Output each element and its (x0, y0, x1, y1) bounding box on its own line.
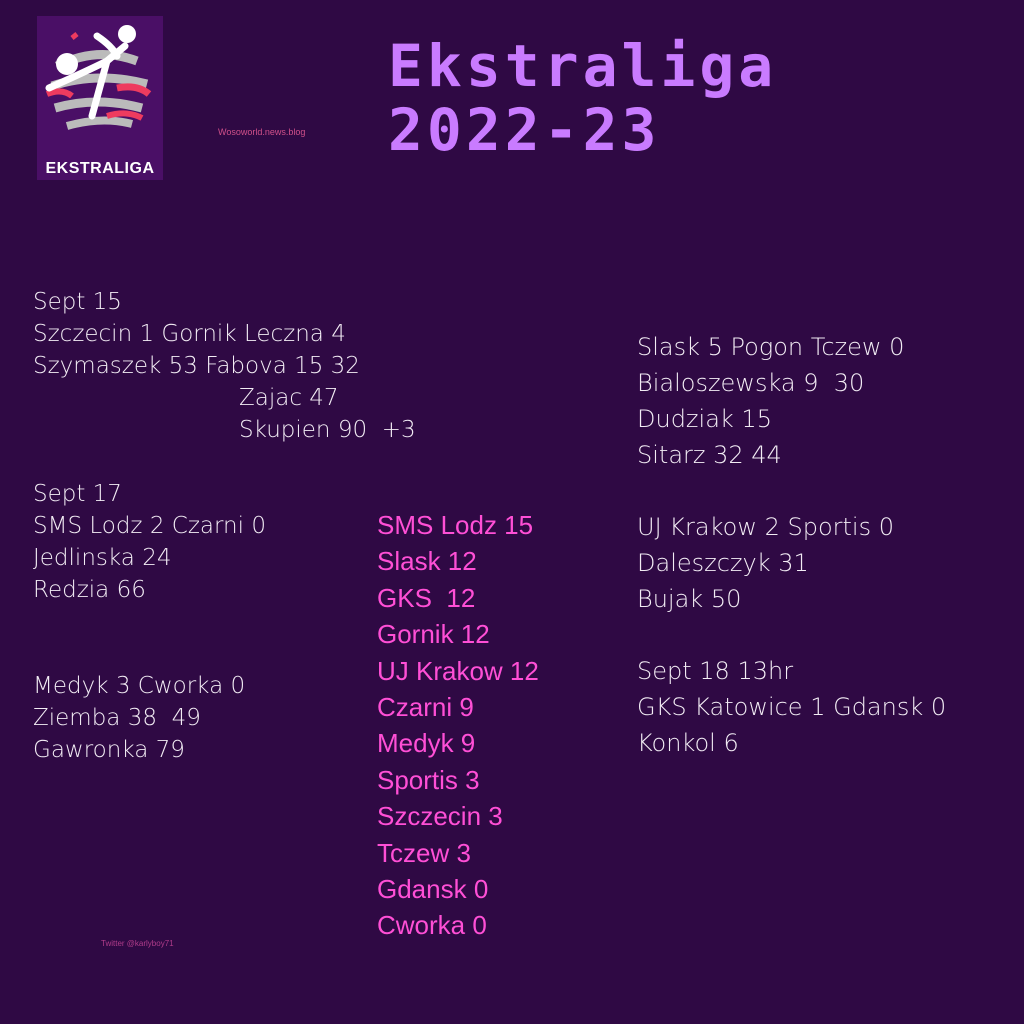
standings-table: SMS Lodz 15 Slask 12 GKS 12 Gornik 12 UJ… (377, 507, 539, 944)
scorers: Jedlinska 24 (33, 545, 172, 571)
scorers: Szymaszek 53 Fabova 15 32 (33, 353, 360, 379)
ekstraliga-logo: EKSTRALIGA (37, 16, 163, 180)
standings-row: Gdansk 0 (377, 873, 489, 904)
standings-row: Slask 12 (377, 546, 477, 577)
scorers: Zajac 47 (239, 385, 339, 411)
scorers: Bujak 50 (637, 585, 742, 613)
match-result: GKS Katowice 1 Gdansk 0 (637, 693, 947, 721)
title-line-2: 2022-23 (388, 96, 661, 164)
match-date: Sept 15 (33, 289, 122, 315)
standings-row: Czarni 9 (377, 691, 474, 722)
page-title: Ekstraliga 2022-23 (388, 34, 777, 162)
logo-text: EKSTRALIGA (45, 160, 155, 177)
scorers: Redzia 66 (33, 577, 146, 603)
players-ball-icon (45, 25, 152, 130)
scorers: Sitarz 32 44 (637, 441, 782, 469)
results-right-column: Slask 5 Pogon Tczew 0 Bialoszewska 9 30 … (637, 329, 946, 761)
scorers: Ziemba 38 49 (33, 705, 201, 731)
standings-row: Sportis 3 (377, 764, 480, 795)
standings-row: Cworka 0 (377, 910, 487, 941)
scorers: Gawronka 79 (33, 737, 185, 763)
blog-credit: Wosoworld.news.blog (218, 127, 306, 137)
standings-row: SMS Lodz 15 (377, 510, 534, 540)
results-left-column: Sept 15 Szczecin 1 Gornik Leczna 4 Szyma… (33, 286, 416, 766)
match-result: SMS Lodz 2 Czarni 0 (33, 513, 266, 539)
scorers: Daleszczyk 31 (637, 549, 809, 577)
standings-row: Szczecin 3 (377, 801, 503, 832)
standings-row: UJ Krakow 12 (377, 655, 539, 686)
scorers: Konkol 6 (637, 729, 739, 757)
standings-row: Tczew 3 (377, 837, 471, 868)
standings-row: GKS 12 (377, 582, 476, 613)
match-date: Sept 18 13hr (637, 657, 794, 685)
title-line-1: Ekstraliga (388, 32, 778, 100)
twitter-credit: Twitter @karlyboy71 (101, 939, 174, 948)
scorers: Skupien 90 +3 (239, 417, 416, 443)
match-result: Szczecin 1 Gornik Leczna 4 (33, 321, 346, 347)
standings-row: Medyk 9 (377, 728, 476, 759)
match-result: Slask 5 Pogon Tczew 0 (637, 333, 905, 361)
match-result: UJ Krakow 2 Sportis 0 (637, 513, 894, 541)
match-result: Medyk 3 Cworka 0 (33, 673, 246, 699)
scorers: Dudziak 15 (637, 405, 772, 433)
match-date: Sept 17 (33, 481, 122, 507)
scorers: Bialoszewska 9 30 (637, 369, 865, 397)
standings-row: Gornik 12 (377, 619, 490, 650)
